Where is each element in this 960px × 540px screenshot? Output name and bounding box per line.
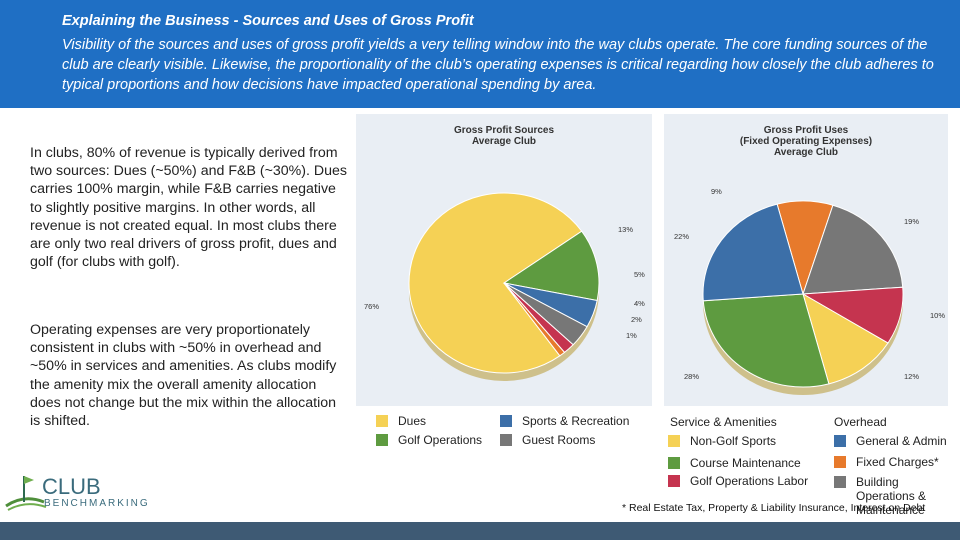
legend-label: Non-Golf Sports [690, 434, 777, 448]
legend-swatch [500, 415, 512, 427]
legend-label: Sports & Recreation [522, 414, 630, 428]
legend-swatch [834, 456, 846, 468]
uses-title-line: (Fixed Operating Expenses) [739, 136, 873, 147]
legend-item-guest-rooms: Guest Rooms [500, 433, 595, 447]
legend-label: Golf Operations Labor [690, 474, 809, 488]
legend-label: Building Operations & Maintenance [856, 475, 927, 517]
legend-label: Guest Rooms [522, 433, 596, 447]
sources-title-line: Average Club [471, 136, 537, 147]
slide-description: Visibility of the sources and uses of gr… [62, 37, 934, 93]
uses-pie-label: 10% [930, 311, 945, 320]
uses-pie-label: 19% [904, 217, 919, 226]
legend-swatch [834, 435, 846, 447]
uses-title-line: Gross Profit Uses [763, 125, 849, 136]
legend-swatch [668, 475, 680, 487]
sources-title-line: Gross Profit Sources [453, 125, 555, 136]
sources-pie-slice [503, 282, 566, 357]
legend-item-dues: Dues [376, 414, 426, 428]
legend-label: Course Maintenance [690, 456, 801, 470]
legend-item-building-operations: Building Operations & Maintenance [834, 475, 960, 517]
legend-swatch [668, 457, 680, 469]
uses-pie-label: 28% [684, 372, 699, 381]
legend-label: General & Admin [856, 434, 947, 448]
sources-pie-slice [408, 192, 583, 374]
uses-pie-slice [802, 204, 904, 295]
sources-pie-slice [502, 230, 600, 302]
logo-word-club: CLUB [42, 474, 101, 499]
sources-pie-label: 4% [634, 299, 645, 308]
logo-graphic: CLUB BENCHMARKING [5, 474, 150, 511]
legend-swatch [500, 434, 512, 446]
uses-pie-label: 22% [674, 232, 689, 241]
legend-label: Fixed Charges* [856, 455, 939, 469]
uses-chart-panel: Gross Profit Uses (Fixed Operating Expen… [664, 114, 948, 406]
legend-item-course-maintenance: Course Maintenance [668, 456, 801, 470]
sources-pie-label: 13% [618, 225, 633, 234]
uses-pie-chart: 9% 19% 10% 12% 28% 22% [674, 187, 945, 395]
legend-item-general-admin: General & Admin [834, 434, 947, 448]
header-banner: Explaining the Business - Sources and Us… [0, 0, 960, 108]
legend-swatch [376, 415, 388, 427]
footer-bar [0, 522, 960, 540]
uses-title-line: Average Club [773, 147, 839, 158]
sources-pie-label: 5% [634, 270, 645, 279]
legend-item-sports-recreation: Sports & Recreation [500, 414, 629, 428]
uses-pie-label: 9% [711, 187, 722, 196]
uses-pie-slice [702, 293, 830, 388]
sources-pie-label: 1% [626, 331, 637, 340]
sources-chart-title: Gross Profit Sources Average Club [356, 125, 652, 147]
legend-item-non-golf-sports: Non-Golf Sports [668, 434, 776, 448]
legend-item-fixed-charges: Fixed Charges* [834, 455, 939, 469]
uses-pie-label: 12% [904, 372, 919, 381]
legend-label: Dues [398, 414, 427, 428]
legend-swatch [834, 476, 846, 488]
sources-pie-label: 76% [364, 302, 379, 311]
paragraph-revenue: In clubs, 80% of revenue is typically de… [30, 145, 347, 271]
logo-word-benchmarking: BENCHMARKING [44, 498, 150, 509]
legend-item-golf-operations: Golf Operations [376, 433, 482, 447]
legend-heading-overhead: Overhead [834, 415, 887, 429]
legend-swatch [376, 434, 388, 446]
paragraph-expenses: Operating expenses are very proportionat… [30, 322, 337, 430]
legend-item-golf-operations-labor: Golf Operations Labor [668, 474, 808, 488]
footnote: * Real Estate Tax, Property & Liability … [622, 502, 926, 514]
club-benchmarking-logo: CLUB BENCHMARKING [4, 470, 164, 514]
legend-swatch [668, 435, 680, 447]
sources-chart-panel: Gross Profit Sources Average Club 76% 13%… [356, 114, 652, 406]
legend-label: Golf Operations [398, 433, 483, 447]
sources-pie-label: 2% [631, 315, 642, 324]
sources-pie-chart: 76% 13% 5% 4% 2% 1% [364, 192, 645, 381]
uses-pie-slice [802, 292, 889, 385]
legend-heading-service-amenities: Service & Amenities [670, 415, 777, 429]
slide-title: Explaining the Business - Sources and Us… [62, 13, 474, 29]
uses-chart-title: Gross Profit Uses (Fixed Operating Expen… [664, 125, 948, 158]
uses-pie-slice [702, 203, 804, 302]
